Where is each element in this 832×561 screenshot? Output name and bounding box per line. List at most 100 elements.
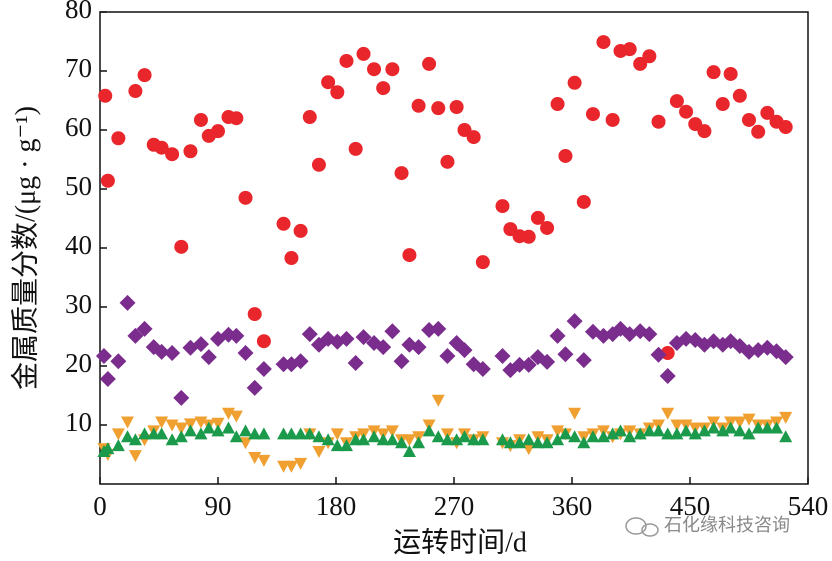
- point: [652, 424, 666, 437]
- point: [431, 101, 446, 116]
- point: [111, 131, 126, 146]
- x-tick-label: 0: [93, 491, 107, 521]
- point: [779, 411, 793, 424]
- point: [520, 356, 537, 373]
- point: [670, 419, 684, 432]
- point: [439, 347, 456, 364]
- point: [651, 114, 666, 129]
- point: [641, 326, 658, 343]
- point: [247, 307, 262, 322]
- point: [128, 433, 142, 446]
- point: [502, 362, 519, 379]
- point: [496, 433, 510, 446]
- point: [567, 75, 582, 90]
- point: [330, 439, 344, 452]
- point: [577, 436, 591, 449]
- point: [539, 353, 556, 370]
- x-tick-label: 450: [670, 491, 711, 521]
- point: [411, 98, 426, 113]
- point: [99, 370, 116, 387]
- point: [585, 107, 600, 122]
- point: [211, 424, 225, 437]
- point: [467, 433, 481, 446]
- point: [474, 360, 491, 377]
- point: [375, 339, 392, 356]
- y-tick-label: 30: [65, 289, 92, 319]
- point: [622, 42, 637, 57]
- y-tick-label: 20: [65, 348, 92, 378]
- point: [137, 68, 152, 83]
- point: [293, 223, 308, 238]
- point: [778, 120, 793, 135]
- point: [522, 433, 536, 446]
- point: [456, 342, 473, 359]
- point: [723, 66, 738, 81]
- point: [659, 368, 676, 385]
- point: [623, 430, 637, 443]
- point: [128, 84, 143, 99]
- point: [276, 216, 291, 231]
- y-tick-label: 10: [65, 407, 92, 437]
- point: [239, 424, 253, 437]
- point: [311, 157, 326, 172]
- point: [256, 334, 271, 349]
- x-tick-label: 270: [434, 491, 475, 521]
- point: [650, 346, 667, 363]
- point: [568, 430, 582, 443]
- point: [642, 424, 656, 437]
- point: [661, 407, 675, 420]
- point: [385, 425, 399, 438]
- y-tick-label: 40: [65, 230, 92, 260]
- point: [558, 148, 573, 163]
- point: [246, 379, 263, 396]
- point: [98, 88, 113, 103]
- watermark-icon: [625, 517, 659, 537]
- point: [119, 294, 136, 311]
- point: [294, 427, 308, 440]
- point: [302, 110, 317, 125]
- point: [200, 349, 217, 366]
- point: [679, 424, 693, 437]
- point: [348, 141, 363, 156]
- point: [257, 454, 271, 467]
- point: [697, 124, 712, 139]
- point: [183, 144, 198, 159]
- point: [521, 229, 536, 244]
- point: [164, 345, 181, 362]
- point: [393, 353, 410, 370]
- point: [136, 320, 153, 337]
- point: [733, 416, 747, 429]
- point: [575, 352, 592, 369]
- point: [211, 417, 225, 430]
- point: [339, 53, 354, 68]
- point: [255, 360, 272, 377]
- point: [661, 427, 675, 440]
- point: [100, 173, 115, 188]
- point: [476, 433, 490, 446]
- point: [495, 199, 510, 214]
- point: [228, 327, 245, 344]
- point: [303, 427, 317, 440]
- point: [440, 433, 454, 446]
- point: [576, 194, 591, 209]
- point: [596, 35, 611, 50]
- point: [155, 427, 169, 440]
- point: [284, 251, 299, 266]
- y-tick-label: 50: [65, 171, 92, 201]
- point: [707, 421, 721, 434]
- point: [284, 427, 298, 440]
- point: [338, 330, 355, 347]
- plot-frame: [99, 11, 809, 485]
- point: [284, 460, 298, 473]
- point: [530, 210, 545, 225]
- y-tick-label: 60: [65, 112, 92, 142]
- point: [402, 248, 417, 263]
- point: [402, 434, 416, 447]
- point: [221, 421, 235, 434]
- point: [202, 421, 216, 434]
- point: [395, 436, 409, 449]
- point: [760, 105, 775, 120]
- x-tick-label: 360: [552, 491, 593, 521]
- point: [110, 353, 127, 370]
